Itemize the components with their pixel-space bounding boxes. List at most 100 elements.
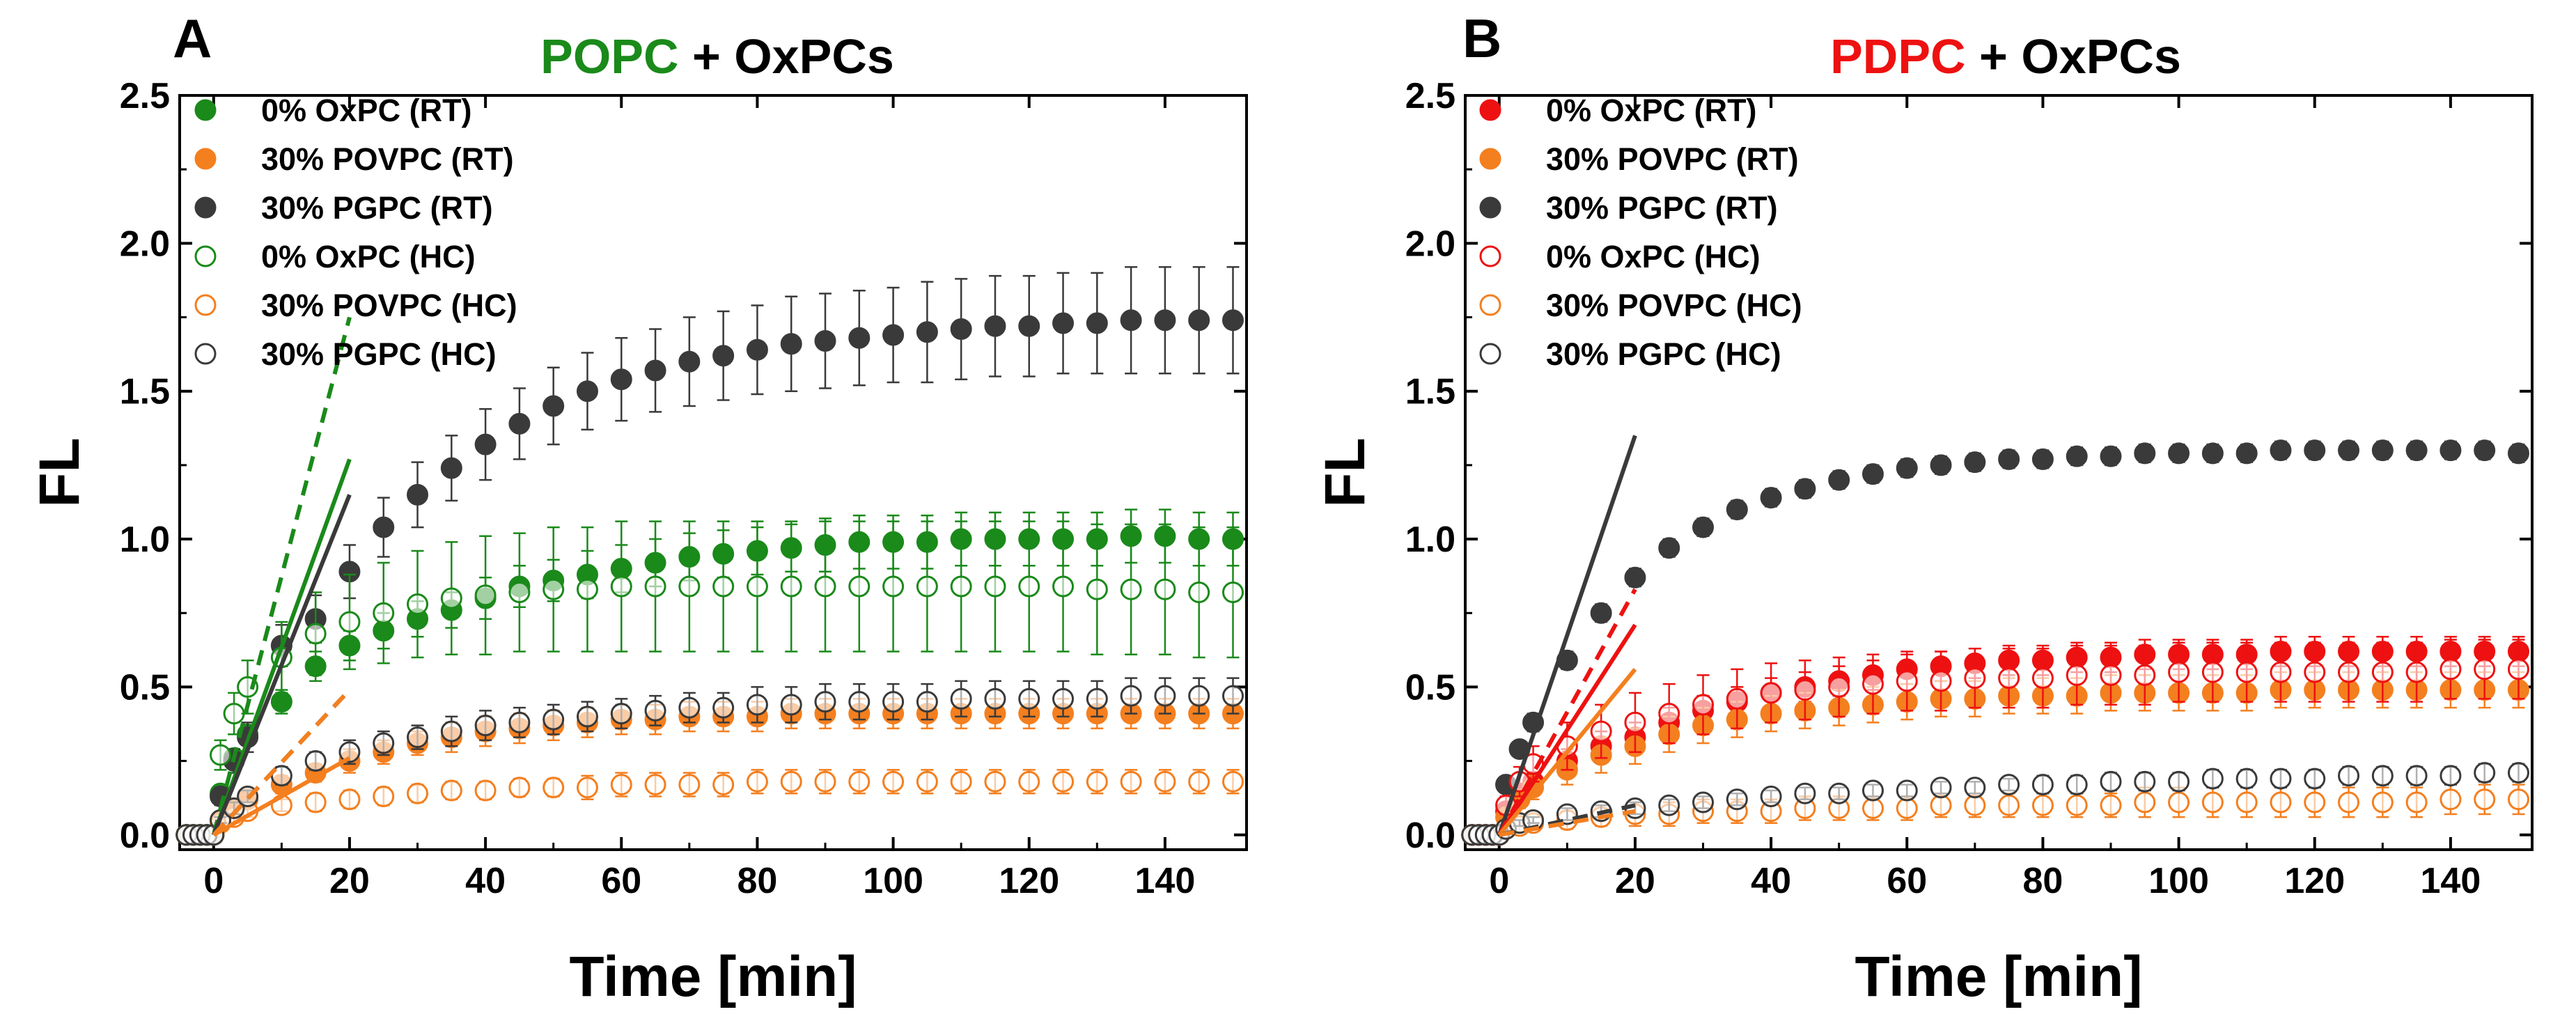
series-4 — [1461, 784, 2529, 846]
data-point — [576, 380, 598, 403]
data-point — [1964, 667, 1986, 689]
series-3 — [175, 520, 1244, 846]
data-point — [2507, 762, 2529, 784]
data-point — [2474, 658, 2496, 680]
data-point — [2304, 439, 2326, 462]
series-0 — [175, 508, 1244, 846]
data-point — [1930, 670, 1952, 692]
data-point — [1930, 794, 1952, 816]
data-point — [984, 315, 1006, 337]
data-point — [848, 770, 871, 793]
data-point — [950, 318, 972, 341]
data-point — [440, 457, 462, 479]
legend-marker — [194, 196, 217, 219]
data-point — [474, 584, 497, 607]
data-point — [2338, 765, 2360, 787]
data-point — [984, 770, 1006, 793]
legend: 0% OxPC (RT) 30% POVPC (RT) 30% PGPC (RT) 0… — [1479, 93, 1802, 372]
series-5 — [1461, 762, 2529, 846]
data-point — [644, 774, 666, 796]
data-point — [407, 593, 429, 615]
fit-line — [212, 688, 352, 836]
data-point — [2507, 442, 2529, 465]
data-point — [2066, 664, 2088, 686]
data-point — [1658, 794, 1680, 816]
data-point — [2507, 658, 2529, 680]
data-point — [678, 350, 701, 373]
data-point — [848, 575, 871, 598]
data-point — [610, 575, 632, 598]
data-point — [2304, 661, 2326, 683]
fit-line — [212, 756, 351, 837]
data-point — [2235, 442, 2258, 465]
data-point — [610, 703, 632, 725]
data-point — [814, 770, 836, 793]
data-point — [1794, 679, 1816, 701]
x-tick-label: 120 — [2284, 861, 2345, 901]
data-point — [542, 777, 565, 799]
fit-line — [1497, 435, 1637, 836]
data-point — [916, 575, 938, 598]
legend-marker — [194, 99, 217, 121]
data-point — [746, 770, 768, 793]
data-point — [1154, 770, 1176, 793]
data-point — [2201, 442, 2224, 465]
data-point — [508, 777, 531, 799]
y-tick-label: 0.0 — [1405, 816, 1455, 856]
data-point — [1018, 687, 1040, 710]
y-tick-label: 2.0 — [120, 224, 170, 264]
data-point — [746, 694, 768, 716]
data-point — [373, 732, 395, 754]
title-rest: + OxPCs — [679, 29, 894, 84]
data-point — [338, 611, 361, 633]
data-point — [542, 578, 565, 600]
data-point — [1896, 797, 1918, 820]
data-point — [1828, 782, 1850, 804]
data-point — [2134, 664, 2156, 686]
data-point — [610, 368, 632, 391]
legend-label: 0% OxPC (HC) — [1546, 239, 1761, 274]
data-point — [1221, 770, 1244, 793]
data-point — [542, 395, 565, 417]
data-point — [610, 774, 632, 796]
data-point — [984, 687, 1006, 710]
data-point — [1896, 457, 1918, 479]
y-tick-label: 2.0 — [1405, 224, 1455, 264]
data-point — [2168, 442, 2190, 465]
legend: 0% OxPC (RT) 30% POVPC (RT) 30% PGPC (RT) 0… — [194, 93, 517, 372]
data-point — [882, 770, 905, 793]
data-point — [1188, 685, 1210, 707]
data-point — [373, 786, 395, 808]
data-point — [407, 782, 429, 804]
data-point — [1964, 451, 1986, 474]
data-point — [2440, 439, 2462, 462]
x-tick-label: 100 — [2148, 861, 2209, 901]
data-point — [712, 575, 735, 598]
x-tick-label: 20 — [1615, 861, 1655, 901]
legend-marker — [1479, 148, 1501, 170]
data-point — [373, 602, 395, 624]
data-point — [1120, 770, 1142, 793]
series-0 — [1461, 635, 2529, 846]
data-point — [2168, 770, 2190, 793]
data-point — [950, 575, 972, 598]
data-point — [2100, 445, 2122, 467]
data-point — [2440, 765, 2462, 787]
data-point — [2168, 661, 2190, 683]
data-point — [2066, 794, 2088, 816]
data-point — [440, 720, 462, 742]
data-point — [2304, 791, 2326, 813]
data-point — [916, 770, 938, 793]
data-point — [1692, 694, 1715, 716]
data-point — [814, 330, 836, 352]
data-point — [950, 770, 972, 793]
data-point — [1188, 309, 1210, 332]
x-tick-label: 140 — [1135, 861, 1196, 901]
data-point — [1794, 782, 1816, 804]
data-point — [1964, 794, 1986, 816]
legend-marker — [1479, 294, 1501, 316]
x-tick-label: 0 — [1489, 861, 1509, 901]
data-point — [373, 516, 395, 538]
x-tick-label: 120 — [999, 861, 1059, 901]
data-point — [2031, 448, 2054, 470]
